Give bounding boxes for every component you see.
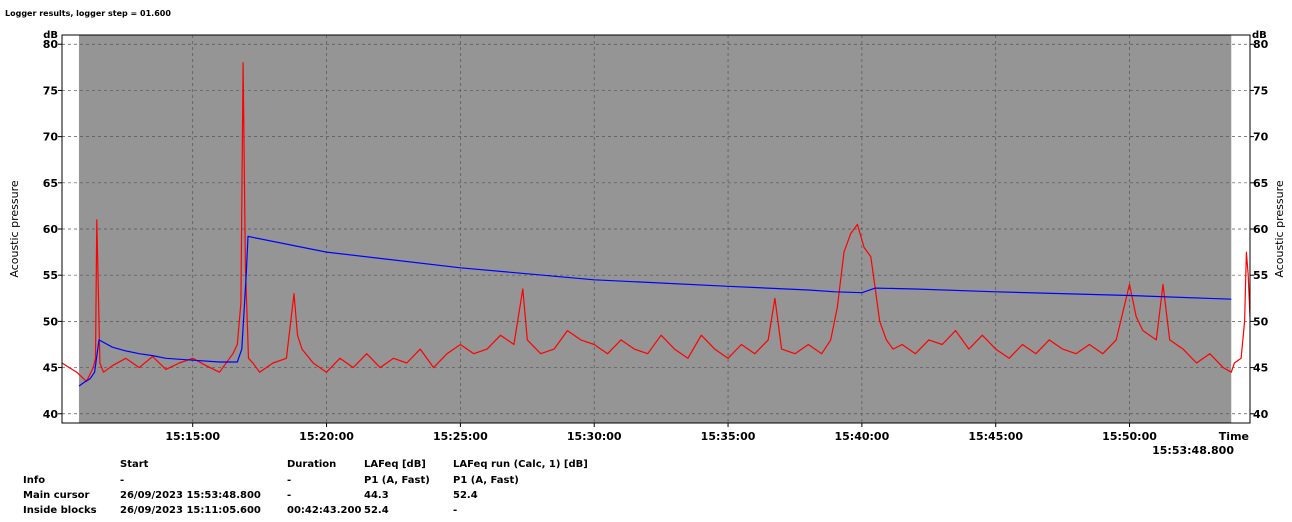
y-tick-label-right: 40	[1253, 408, 1269, 421]
y-tick-label-left: 55	[43, 269, 58, 282]
info-cell-lafeq: 44.3	[364, 490, 389, 501]
info-cell-start: 26/09/2023 15:53:48.800	[120, 490, 261, 501]
y-axis-label-left: Acoustic pressure	[8, 180, 21, 277]
x-tick-label: 15:30:00	[567, 430, 622, 443]
series-line-lafeq-run[interactable]	[78, 235, 1232, 387]
info-cell-duration: 00:42:43.200	[287, 505, 362, 516]
y-tick-label-right: 50	[1253, 315, 1269, 328]
y-tick-label-left: 45	[43, 362, 58, 375]
info-cell-duration: -	[287, 490, 292, 501]
info-cell-duration: -	[287, 475, 292, 486]
y-tick-label-left: 75	[43, 84, 58, 97]
y-tick-label-right: 55	[1253, 269, 1268, 282]
y-unit-right: dB	[1252, 30, 1267, 41]
info-row-label: Info	[23, 475, 46, 486]
y-axis-label-right: Acoustic pressure	[1273, 180, 1286, 277]
info-cell-start: -	[120, 475, 125, 486]
x-tick-label: 15:20:00	[299, 430, 354, 443]
info-header-start: Start	[120, 459, 149, 470]
y-tick-label-right: 45	[1253, 362, 1268, 375]
y-unit-left: dB	[43, 30, 58, 41]
series-line-lafeq[interactable]	[61, 62, 1251, 382]
y-tick-label-right: 75	[1253, 84, 1268, 97]
info-cell-lafeq-run: P1 (A, Fast)	[453, 475, 519, 486]
info-header-lafeq: LAFeq [dB]	[364, 459, 426, 470]
info-header-duration: Duration	[287, 459, 337, 470]
y-tick-label-left: 70	[43, 131, 59, 144]
info-cell-lafeq-run: 52.4	[453, 490, 478, 501]
y-tick-label-right: 65	[1253, 177, 1268, 190]
chart-title: Logger results, logger step = 01.600	[5, 9, 171, 18]
info-cell-lafeq: P1 (A, Fast)	[364, 475, 430, 486]
y-tick-label-left: 80	[43, 38, 59, 51]
y-tick-label-right: 60	[1253, 223, 1269, 236]
info-row-label: Inside blocks	[23, 505, 97, 516]
info-cell-start: 26/09/2023 15:11:05.600	[120, 505, 261, 516]
info-header-lafeq-run: LAFeq run (Calc, 1) [dB]	[453, 459, 588, 470]
y-tick-label-left: 40	[43, 408, 59, 421]
x-axis-label: Time	[1219, 430, 1249, 443]
plot-area[interactable]	[61, 34, 1251, 424]
y-tick-label-left: 65	[43, 177, 58, 190]
info-cell-lafeq-run: -	[453, 505, 458, 516]
y-tick-label-right: 80	[1253, 38, 1269, 51]
logger-chart[interactable]: 40 40 45 45 50 50 55 55 60 60 65 65 70 70 75 75 80 80 15:1…	[0, 0, 1292, 460]
x-tick-label: 15:45:00	[968, 430, 1023, 443]
x-tick-label: 15:25:00	[433, 430, 488, 443]
y-tick-label-left: 60	[43, 223, 59, 236]
info-row-label: Main cursor	[23, 490, 90, 501]
x-tick-label: 15:50:00	[1102, 430, 1157, 443]
x-axis-cursor-time: 15:53:48.800	[1152, 444, 1234, 457]
x-tick-label: 15:40:00	[835, 430, 890, 443]
block-shaded-region	[78, 35, 1232, 423]
x-tick-label: 15:15:00	[165, 430, 220, 443]
info-cell-lafeq: 52.4	[364, 505, 389, 516]
y-tick-label-left: 50	[43, 315, 59, 328]
x-tick-label: 15:35:00	[701, 430, 756, 443]
axes: 40 40 45 45 50 50 55 55 60 60 65 65 70 70 75 75 80 80 15:1…	[8, 30, 1286, 457]
y-tick-label-right: 70	[1253, 131, 1269, 144]
